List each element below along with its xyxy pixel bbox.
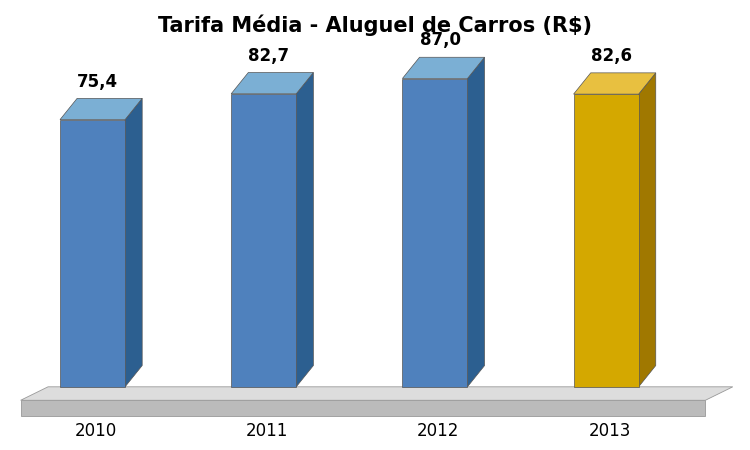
Polygon shape — [403, 57, 484, 78]
Polygon shape — [296, 72, 314, 387]
Polygon shape — [231, 72, 314, 94]
Polygon shape — [60, 99, 142, 120]
Polygon shape — [231, 94, 296, 387]
Polygon shape — [60, 120, 125, 387]
Polygon shape — [21, 400, 706, 416]
Text: Tarifa Média - Aluguel de Carros (R$): Tarifa Média - Aluguel de Carros (R$) — [158, 14, 592, 36]
Text: 87,0: 87,0 — [419, 32, 460, 50]
Text: 75,4: 75,4 — [77, 72, 118, 90]
Polygon shape — [574, 73, 656, 94]
Text: 2013: 2013 — [588, 422, 631, 440]
Polygon shape — [639, 73, 656, 387]
Text: 82,6: 82,6 — [591, 47, 632, 65]
Polygon shape — [574, 94, 639, 387]
Polygon shape — [403, 78, 467, 387]
Text: 2012: 2012 — [417, 422, 460, 440]
Polygon shape — [467, 57, 484, 387]
Text: 82,7: 82,7 — [248, 47, 290, 65]
Polygon shape — [125, 99, 142, 387]
Text: 2011: 2011 — [246, 422, 288, 440]
Text: 2010: 2010 — [75, 422, 117, 440]
Polygon shape — [21, 387, 733, 400]
